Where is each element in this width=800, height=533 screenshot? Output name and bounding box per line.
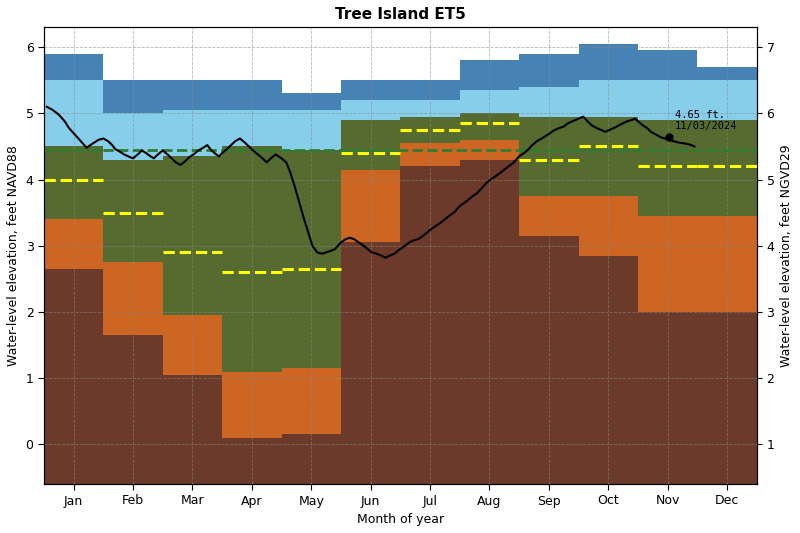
Bar [341, 169, 400, 243]
Bar [341, 100, 400, 120]
Bar [222, 454, 282, 484]
Bar [638, 312, 698, 319]
Bar [519, 117, 578, 196]
Title: Tree Island ET5: Tree Island ET5 [335, 7, 466, 22]
Bar [638, 51, 698, 80]
Bar [519, 87, 578, 117]
Bar [282, 434, 341, 478]
Bar [400, 117, 460, 143]
Y-axis label: Water-level elevation, feet NAVD88: Water-level elevation, feet NAVD88 [7, 146, 20, 366]
Bar [638, 216, 698, 312]
Bar [103, 378, 162, 484]
Bar [698, 312, 757, 319]
Bar [44, 269, 103, 325]
Bar [400, 166, 460, 176]
Bar [698, 67, 757, 80]
Bar [519, 269, 578, 484]
Bar [162, 375, 222, 391]
Bar [578, 117, 638, 196]
Bar [44, 219, 103, 269]
Bar [578, 80, 638, 117]
Bar [282, 93, 341, 110]
Bar [103, 80, 162, 114]
Bar [341, 120, 400, 169]
Bar [282, 110, 341, 150]
Bar [460, 173, 519, 484]
Bar [400, 80, 460, 100]
Bar [162, 80, 222, 110]
X-axis label: Month of year: Month of year [357, 513, 444, 526]
Bar [103, 114, 162, 160]
Bar [341, 80, 400, 100]
Bar [222, 438, 282, 454]
Bar [282, 150, 341, 368]
Bar [44, 325, 103, 484]
Bar [44, 147, 103, 219]
Y-axis label: Water-level elevation, feet NGVD29: Water-level elevation, feet NGVD29 [780, 144, 793, 367]
Bar [578, 276, 638, 484]
Bar [222, 80, 282, 110]
Bar [460, 140, 519, 160]
Bar [519, 196, 578, 236]
Bar [519, 54, 578, 87]
Bar [578, 256, 638, 276]
Bar [638, 80, 698, 120]
Bar [44, 80, 103, 147]
Bar [460, 114, 519, 140]
Bar [103, 262, 162, 335]
Bar [162, 391, 222, 484]
Bar [698, 216, 757, 312]
Bar [578, 196, 638, 256]
Bar [162, 156, 222, 315]
Bar [222, 372, 282, 438]
Bar [44, 54, 103, 80]
Bar [460, 160, 519, 173]
Bar [103, 160, 162, 262]
Bar [578, 44, 638, 80]
Bar [341, 243, 400, 256]
Bar [460, 60, 519, 90]
Bar [400, 143, 460, 166]
Bar [698, 120, 757, 216]
Bar [400, 176, 460, 484]
Bar [698, 80, 757, 120]
Bar [341, 256, 400, 484]
Bar [282, 368, 341, 434]
Bar [638, 120, 698, 216]
Bar [162, 315, 222, 375]
Bar [400, 100, 460, 117]
Bar [222, 147, 282, 372]
Bar [282, 478, 341, 484]
Bar [698, 319, 757, 484]
Bar [162, 110, 222, 156]
Bar [460, 90, 519, 114]
Bar [222, 110, 282, 147]
Bar [519, 236, 578, 269]
Bar [638, 319, 698, 484]
Text: 4.65 ft.
11/03/2024: 4.65 ft. 11/03/2024 [674, 110, 738, 131]
Bar [103, 335, 162, 378]
